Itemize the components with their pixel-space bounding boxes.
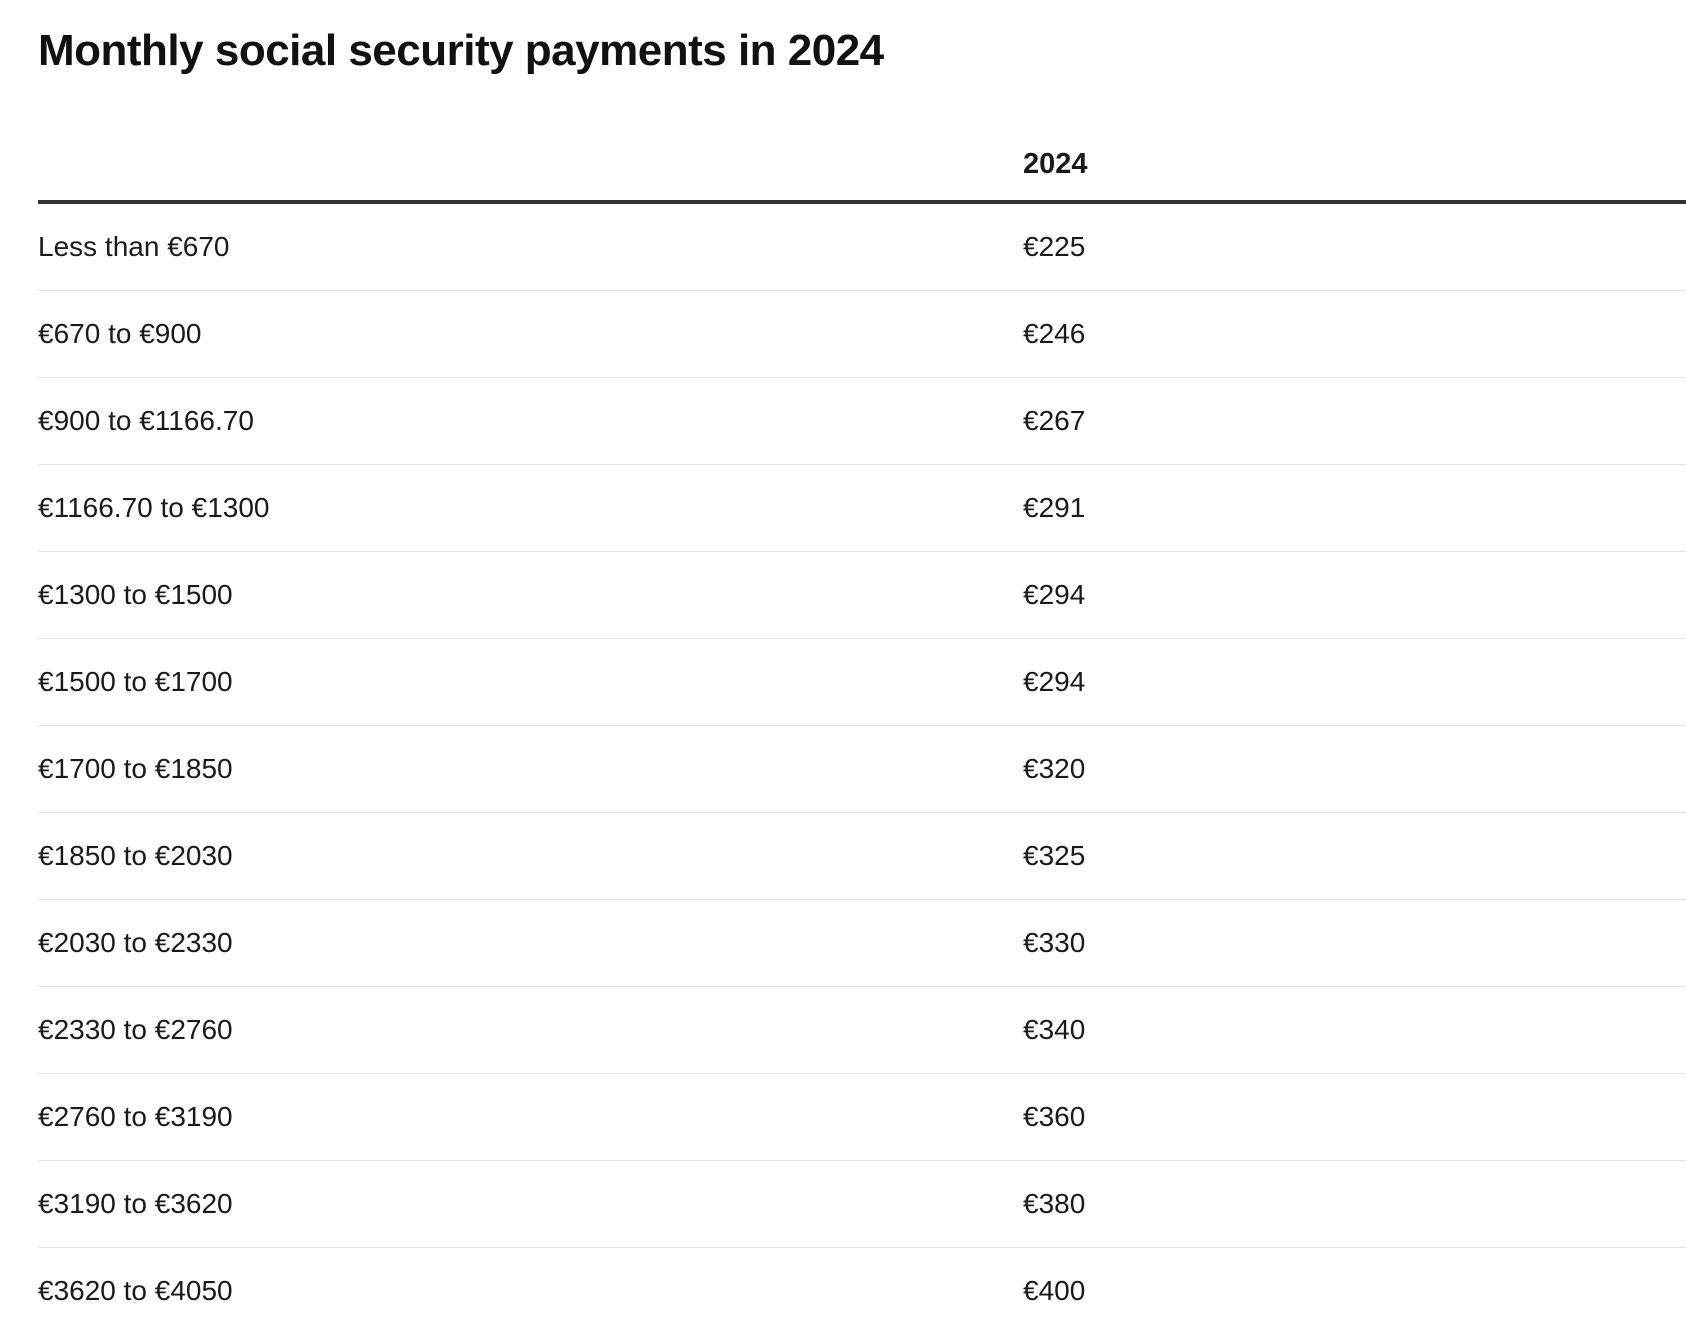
income-range-cell: €900 to €1166.70 xyxy=(38,378,1023,465)
payment-value-cell: €225 xyxy=(1023,202,1686,291)
income-range-cell: €2030 to €2330 xyxy=(38,900,1023,987)
payment-value-cell: €325 xyxy=(1023,813,1686,900)
income-range-cell: €3190 to €3620 xyxy=(38,1161,1023,1248)
payment-value-cell: €360 xyxy=(1023,1074,1686,1161)
table-row: €670 to €900€246 xyxy=(38,291,1686,378)
table-row: €2760 to €3190€360 xyxy=(38,1074,1686,1161)
income-range-cell: €2760 to €3190 xyxy=(38,1074,1023,1161)
payment-value-cell: €330 xyxy=(1023,900,1686,987)
payment-value-cell: €294 xyxy=(1023,552,1686,639)
table-row: €1166.70 to €1300€291 xyxy=(38,465,1686,552)
table-row: €1300 to €1500€294 xyxy=(38,552,1686,639)
payments-table: 2024 Less than €670€225€670 to €900€246€… xyxy=(38,128,1686,1334)
table-row: €1850 to €2030€325 xyxy=(38,813,1686,900)
page-title: Monthly social security payments in 2024 xyxy=(38,26,884,76)
table-row: €2030 to €2330€330 xyxy=(38,900,1686,987)
table-body: Less than €670€225€670 to €900€246€900 t… xyxy=(38,202,1686,1334)
table-row: €2330 to €2760€340 xyxy=(38,987,1686,1074)
income-range-cell: €670 to €900 xyxy=(38,291,1023,378)
column-header-year: 2024 xyxy=(1023,128,1686,202)
table-row: Less than €670€225 xyxy=(38,202,1686,291)
income-range-cell: €3620 to €4050 xyxy=(38,1248,1023,1334)
table-row: €3620 to €4050€400 xyxy=(38,1248,1686,1334)
table-row: €1700 to €1850€320 xyxy=(38,726,1686,813)
income-range-cell: €1300 to €1500 xyxy=(38,552,1023,639)
payment-value-cell: €320 xyxy=(1023,726,1686,813)
table-header-row: 2024 xyxy=(38,128,1686,202)
table-row: €900 to €1166.70€267 xyxy=(38,378,1686,465)
payment-value-cell: €246 xyxy=(1023,291,1686,378)
income-range-cell: €1700 to €1850 xyxy=(38,726,1023,813)
payment-value-cell: €380 xyxy=(1023,1161,1686,1248)
income-range-cell: €1850 to €2030 xyxy=(38,813,1023,900)
payment-value-cell: €294 xyxy=(1023,639,1686,726)
payment-value-cell: €340 xyxy=(1023,987,1686,1074)
table-row: €3190 to €3620€380 xyxy=(38,1161,1686,1248)
payment-value-cell: €400 xyxy=(1023,1248,1686,1334)
income-range-cell: €2330 to €2760 xyxy=(38,987,1023,1074)
payment-value-cell: €291 xyxy=(1023,465,1686,552)
column-header-income xyxy=(38,128,1023,202)
income-range-cell: €1500 to €1700 xyxy=(38,639,1023,726)
table-row: €1500 to €1700€294 xyxy=(38,639,1686,726)
payment-value-cell: €267 xyxy=(1023,378,1686,465)
income-range-cell: €1166.70 to €1300 xyxy=(38,465,1023,552)
income-range-cell: Less than €670 xyxy=(38,202,1023,291)
